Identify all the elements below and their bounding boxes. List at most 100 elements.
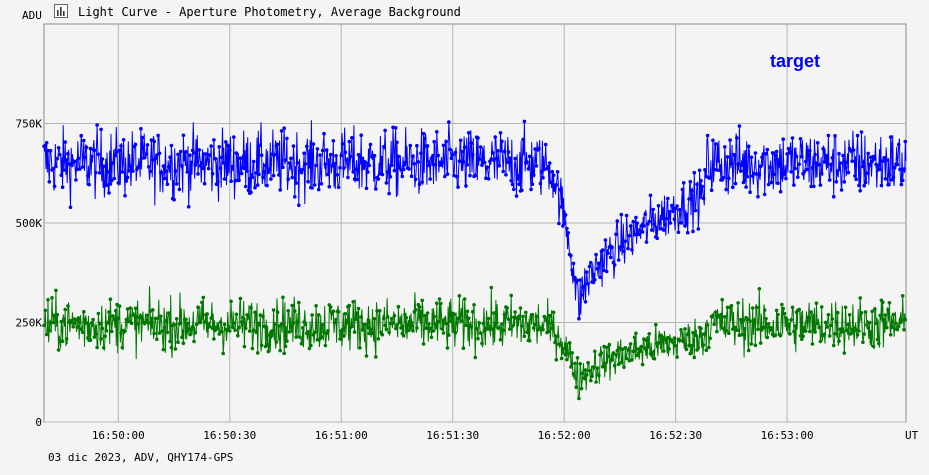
data-point [160,329,164,333]
data-point [765,335,770,340]
data-point [96,311,101,316]
data-point [830,317,835,321]
data-point [289,325,293,330]
data-point [477,157,482,161]
data-point [302,151,306,156]
data-point [810,166,815,170]
data-point [701,343,706,347]
data-point [127,319,131,324]
data-point [243,326,248,331]
x-tick-label: 16:51:30 [426,429,479,442]
data-point [891,175,896,180]
data-point [769,326,774,330]
data-point [140,317,144,321]
data-point [478,145,483,149]
data-point [470,309,475,314]
data-point [112,176,117,181]
data-point [172,322,176,327]
data-point [518,306,523,310]
series-layer [42,119,908,401]
data-point [590,374,594,379]
data-point [708,336,712,341]
data-point [768,165,772,169]
data-point [600,364,605,369]
data-point [63,140,67,144]
data-point [387,191,391,196]
data-point [766,322,771,326]
data-point [857,183,861,188]
data-point [699,326,703,331]
data-point [82,138,86,143]
data-point [178,321,183,325]
data-point [721,176,726,180]
data-point [481,321,486,326]
data-point [660,216,665,221]
data-point [188,153,192,157]
data-point [541,327,545,332]
data-point [632,335,637,340]
data-point [299,170,304,175]
data-point [891,312,896,317]
data-point [282,126,287,130]
data-point [417,305,422,309]
data-point [250,175,255,179]
data-point [746,144,751,149]
data-point [374,355,378,359]
data-point [243,184,248,189]
data-point [208,153,212,157]
data-point [59,173,64,177]
data-point [378,309,382,313]
data-point [294,181,299,185]
data-point [119,144,123,148]
data-point [120,345,125,350]
data-point [594,380,598,384]
data-point [334,317,338,322]
data-point [551,173,556,178]
data-point [473,173,478,178]
data-point [238,156,243,160]
data-point [752,318,756,323]
data-point [881,159,885,163]
data-point [672,336,677,341]
data-point [401,333,406,338]
data-point [220,155,224,160]
data-point [658,221,662,225]
data-point [800,337,804,342]
data-point [762,192,767,197]
data-point [757,287,762,291]
data-point [670,203,674,208]
data-point [506,150,511,154]
data-point [107,191,111,195]
data-point [54,164,58,169]
data-point [892,165,897,170]
data-point [249,190,253,195]
data-point [271,308,276,312]
data-point [887,173,892,177]
data-point [220,329,224,334]
data-point [883,313,888,317]
data-point [216,180,220,184]
data-point [391,125,395,130]
data-point [251,328,256,333]
data-point [712,167,716,172]
data-point [504,173,508,177]
data-point [87,182,91,187]
data-point [651,207,655,212]
data-point [512,315,516,320]
data-point [107,310,111,314]
data-point [163,176,167,181]
data-point [623,239,628,244]
data-point [428,177,433,181]
data-point [343,312,348,316]
data-point [168,155,172,159]
data-point [677,338,682,343]
data-point [865,323,869,327]
data-point [863,180,868,185]
data-point [277,324,281,328]
data-point [147,320,151,325]
data-point [800,154,804,159]
data-point [823,320,828,325]
data-point [615,348,620,353]
x-tick-label: 16:50:30 [203,429,256,442]
